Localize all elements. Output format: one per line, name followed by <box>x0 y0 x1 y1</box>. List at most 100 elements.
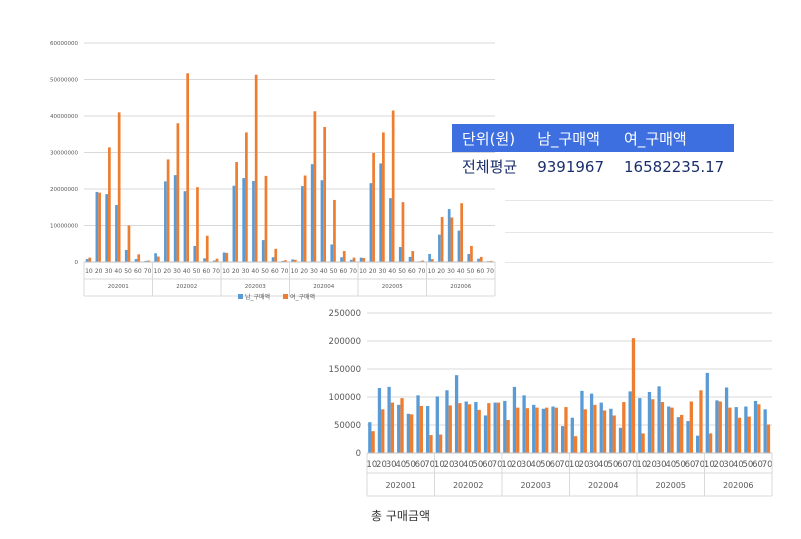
y-tick-label: 40000000 <box>50 114 78 120</box>
bar <box>628 391 632 453</box>
bar <box>757 404 761 453</box>
bar <box>589 393 594 453</box>
bar <box>599 402 603 453</box>
bar <box>493 402 497 453</box>
bar <box>212 260 216 262</box>
bar <box>369 183 373 262</box>
bar <box>410 414 414 453</box>
bar <box>573 436 578 453</box>
bar <box>156 256 160 262</box>
x-group-label: 202002 <box>453 481 484 490</box>
x-subcategory-label: 10 <box>428 268 436 275</box>
bar <box>445 390 449 453</box>
bar <box>705 372 709 453</box>
x-subcategory-label: 30 <box>310 268 318 275</box>
bar <box>447 209 451 262</box>
bar <box>474 402 478 453</box>
bar <box>612 415 616 453</box>
bar <box>438 234 441 262</box>
x-subcategory-label: 70 <box>281 268 289 275</box>
bar <box>215 258 219 262</box>
bar <box>391 110 395 263</box>
y-tick-label: 60000000 <box>50 41 78 47</box>
y-tick-label: 50000 <box>334 421 361 431</box>
bar <box>680 414 684 453</box>
bar <box>310 164 314 262</box>
bar <box>313 111 317 262</box>
bar <box>753 400 758 453</box>
bar <box>186 73 190 262</box>
bar <box>516 407 520 453</box>
table-cell: 전체평균 <box>462 158 518 176</box>
bar <box>489 260 493 262</box>
bar <box>301 186 304 262</box>
bar <box>205 235 209 262</box>
bar <box>390 402 395 453</box>
table-row: 전체평균 9391967 16582235.17 <box>452 152 734 181</box>
bar <box>183 191 187 262</box>
bar <box>609 408 613 453</box>
bar <box>696 435 700 453</box>
x-subcategory-label: 40 <box>665 460 676 470</box>
bar <box>766 424 771 453</box>
x-subcategory-label: 20 <box>511 460 522 470</box>
bar <box>235 161 238 262</box>
x-subcategory-label: 40 <box>114 268 122 275</box>
bar <box>203 258 206 262</box>
bar <box>708 433 713 453</box>
bar <box>320 180 324 262</box>
x-subcategory-label: 30 <box>105 268 113 275</box>
x-group-label: 202005 <box>382 284 403 290</box>
x-subcategory-label: 30 <box>242 268 250 275</box>
bar <box>728 407 732 453</box>
bar <box>389 198 392 262</box>
bar <box>105 194 109 262</box>
x-subcategory-label: 10 <box>636 460 647 470</box>
bar <box>570 417 574 453</box>
bar <box>583 409 587 453</box>
y-tick-label: 150000 <box>329 365 361 375</box>
bar <box>744 406 748 453</box>
bar <box>522 395 526 453</box>
bar <box>483 415 488 453</box>
bar <box>340 257 343 262</box>
y-tick-label: 200000 <box>329 337 361 347</box>
x-group-label: 202001 <box>108 284 129 290</box>
bar <box>371 431 375 453</box>
bar <box>387 386 391 453</box>
bar <box>426 405 430 453</box>
legend-label: 여_구매액 <box>290 293 315 301</box>
bar <box>440 217 444 262</box>
x-subcategory-label: 30 <box>173 268 181 275</box>
bar <box>622 402 626 453</box>
bar <box>88 257 92 262</box>
x-subcategory-label: 40 <box>320 268 328 275</box>
bar <box>503 400 507 453</box>
table-header-cell: 여_구매액 <box>614 124 735 152</box>
bar <box>261 240 265 262</box>
x-subcategory-label: 50 <box>472 460 483 470</box>
bar <box>506 419 510 453</box>
bar <box>382 132 385 262</box>
x-subcategory-label: 60 <box>271 268 279 275</box>
x-subcategory-label: 40 <box>388 268 396 275</box>
x-subcategory-label: 60 <box>134 268 142 275</box>
x-subcategory-label: 10 <box>501 460 512 470</box>
x-subcategory-label: 50 <box>124 268 132 275</box>
bar <box>134 259 138 262</box>
bar <box>274 248 278 262</box>
x-group-label: 202004 <box>313 284 334 290</box>
x-subcategory-label: 40 <box>463 460 474 470</box>
x-group-label: 202004 <box>588 481 619 490</box>
x-subcategory-label: 50 <box>193 268 201 275</box>
bar <box>580 390 584 453</box>
table-header-cell: 단위(원) <box>452 124 528 152</box>
bar <box>362 257 366 262</box>
faint-rule <box>505 232 773 233</box>
x-subcategory-label: 50 <box>261 268 269 275</box>
bar <box>458 403 462 453</box>
bar <box>173 175 177 262</box>
table-cell: 16582235.17 <box>624 157 725 176</box>
bar <box>176 123 180 262</box>
bar <box>108 147 111 262</box>
